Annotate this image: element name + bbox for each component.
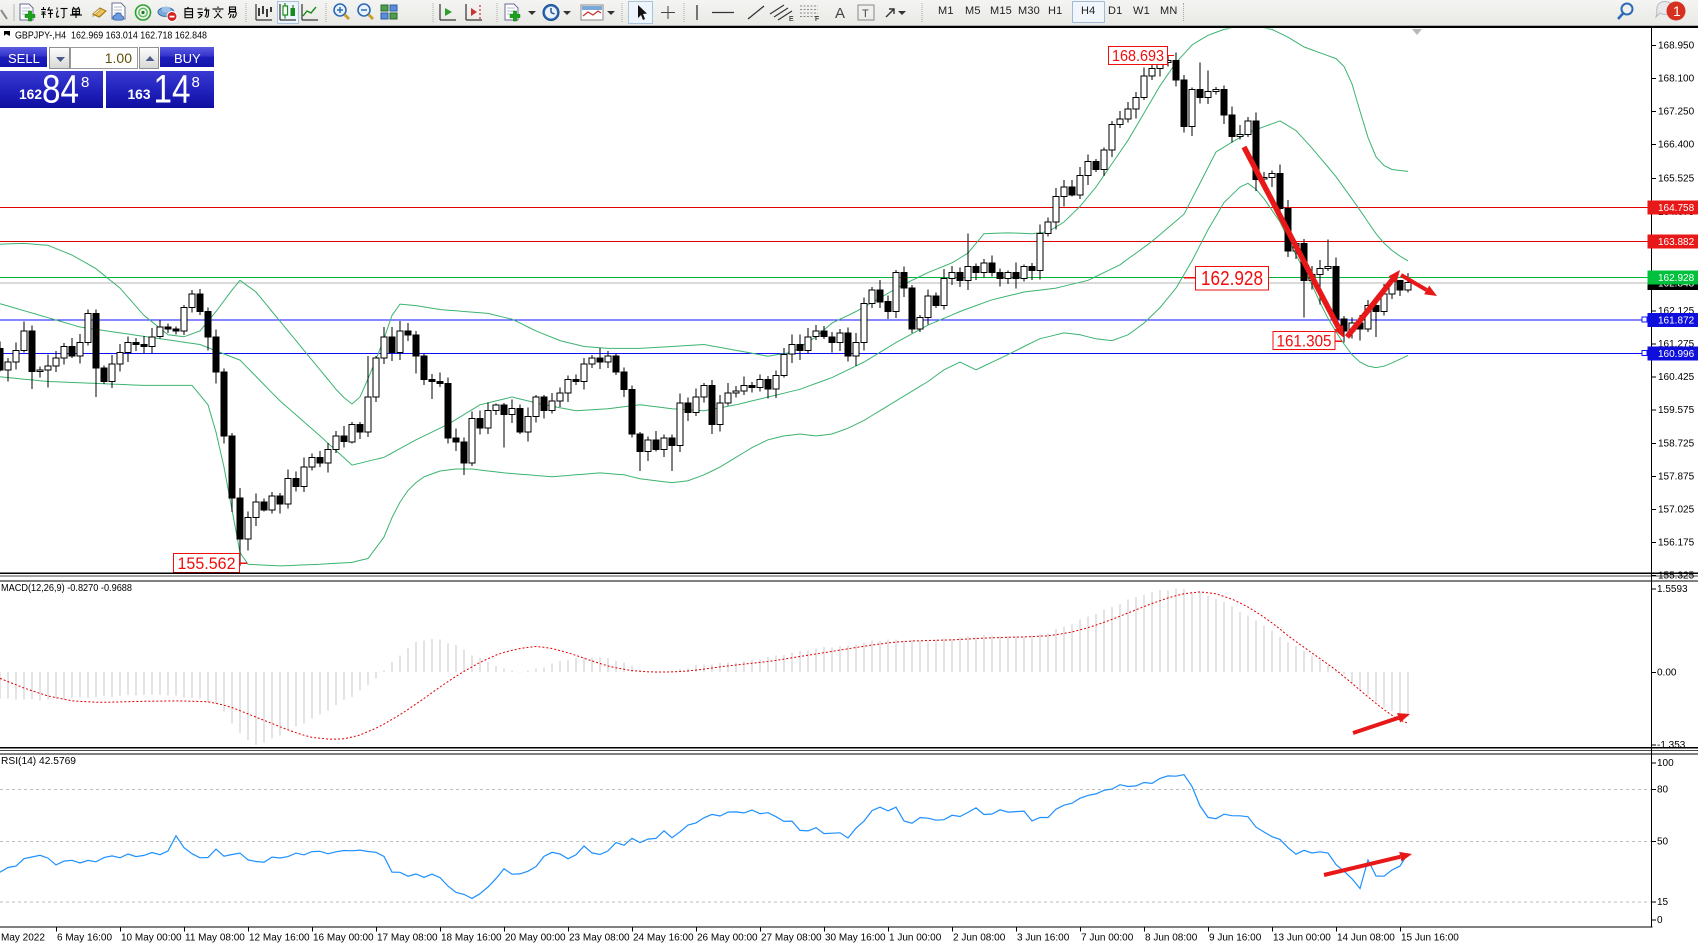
svg-text:6 May 16:00: 6 May 16:00 [57, 933, 112, 944]
svg-text:23 May 08:00: 23 May 08:00 [569, 933, 630, 944]
svg-text:10 May 00:00: 10 May 00:00 [121, 933, 182, 944]
svg-text:163.882: 163.882 [1658, 237, 1695, 248]
svg-text:157.025: 157.025 [1658, 504, 1695, 515]
svg-text:9 Jun 16:00: 9 Jun 16:00 [1209, 933, 1262, 944]
svg-text:159.575: 159.575 [1658, 405, 1695, 416]
svg-text:100: 100 [1657, 758, 1674, 769]
svg-text:8 Jun 08:00: 8 Jun 08:00 [1145, 933, 1198, 944]
svg-text:166.400: 166.400 [1658, 140, 1695, 151]
svg-text:27 May 08:00: 27 May 08:00 [761, 933, 822, 944]
svg-text:161.305: 161.305 [1277, 332, 1332, 350]
svg-text:161.872: 161.872 [1658, 316, 1695, 327]
svg-text:157.875: 157.875 [1658, 471, 1695, 482]
svg-text:3 Jun 16:00: 3 Jun 16:00 [1017, 933, 1070, 944]
svg-text:0: 0 [1657, 915, 1663, 926]
svg-text:13 Jun 00:00: 13 Jun 00:00 [1273, 933, 1331, 944]
svg-text:20 May 00:00: 20 May 00:00 [505, 933, 566, 944]
svg-text:1 Jun 00:00: 1 Jun 00:00 [889, 933, 942, 944]
svg-text:164.758: 164.758 [1658, 203, 1695, 214]
svg-text:24 May 16:00: 24 May 16:00 [633, 933, 694, 944]
svg-text:1.5593: 1.5593 [1657, 584, 1688, 595]
svg-text:155.325: 155.325 [1658, 571, 1695, 582]
svg-text:80: 80 [1657, 785, 1669, 796]
svg-text:50: 50 [1657, 836, 1669, 847]
svg-text:2 Jun 08:00: 2 Jun 08:00 [953, 933, 1006, 944]
svg-text:14: 14 [153, 71, 190, 108]
svg-text:158.725: 158.725 [1658, 438, 1695, 449]
svg-text:8: 8 [81, 74, 89, 91]
svg-text:16 May 00:00: 16 May 00:00 [313, 933, 374, 944]
svg-text:GBPJPY-,H4 162.969 163.014 16: GBPJPY-,H4 162.969 163.014 162.718 162.8… [15, 30, 207, 42]
svg-text:1: 1 [1673, 3, 1681, 19]
svg-text:165.525: 165.525 [1658, 174, 1695, 185]
svg-text:26 May 00:00: 26 May 00:00 [697, 933, 758, 944]
svg-text:161.275: 161.275 [1658, 339, 1695, 350]
svg-text:168.100: 168.100 [1658, 74, 1695, 85]
svg-text:May 2022: May 2022 [1, 933, 45, 944]
svg-text:7 Jun 00:00: 7 Jun 00:00 [1081, 933, 1134, 944]
svg-text:167.250: 167.250 [1658, 107, 1695, 118]
svg-text:8: 8 [191, 74, 199, 91]
svg-text:162.125: 162.125 [1658, 306, 1695, 317]
svg-text:162: 162 [19, 87, 42, 102]
svg-text:162.928: 162.928 [1201, 268, 1263, 290]
svg-text:168.950: 168.950 [1658, 41, 1695, 52]
svg-text:F: F [815, 16, 819, 23]
svg-text:A: A [835, 5, 845, 22]
svg-text:84: 84 [42, 71, 79, 108]
svg-text:160.996: 160.996 [1658, 349, 1695, 360]
svg-text:12 May 16:00: 12 May 16:00 [249, 933, 310, 944]
svg-text:15: 15 [1657, 897, 1669, 908]
svg-text:18 May 16:00: 18 May 16:00 [441, 933, 502, 944]
svg-text:-1.353: -1.353 [1657, 740, 1686, 751]
svg-text:160.425: 160.425 [1658, 372, 1695, 383]
svg-text:RSI(14) 42.5769: RSI(14) 42.5769 [1, 756, 76, 767]
svg-text:15 Jun 16:00: 15 Jun 16:00 [1401, 933, 1459, 944]
svg-text:168.693: 168.693 [1112, 48, 1164, 65]
svg-text:0.00: 0.00 [1657, 668, 1677, 679]
svg-text:30 May 16:00: 30 May 16:00 [825, 933, 886, 944]
svg-text:163: 163 [127, 87, 150, 102]
svg-text:T: T [862, 8, 869, 20]
svg-text:17 May 08:00: 17 May 08:00 [377, 933, 438, 944]
svg-text:E: E [789, 16, 794, 23]
svg-text:155.562: 155.562 [178, 554, 236, 573]
svg-text:156.175: 156.175 [1658, 537, 1695, 548]
svg-text:MACD(12,26,9) -0.8270 -0.9688: MACD(12,26,9) -0.8270 -0.9688 [1, 583, 132, 594]
svg-text:162.928: 162.928 [1658, 273, 1695, 284]
svg-text:14 Jun 08:00: 14 Jun 08:00 [1337, 933, 1395, 944]
svg-text:11 May 08:00: 11 May 08:00 [185, 933, 245, 944]
